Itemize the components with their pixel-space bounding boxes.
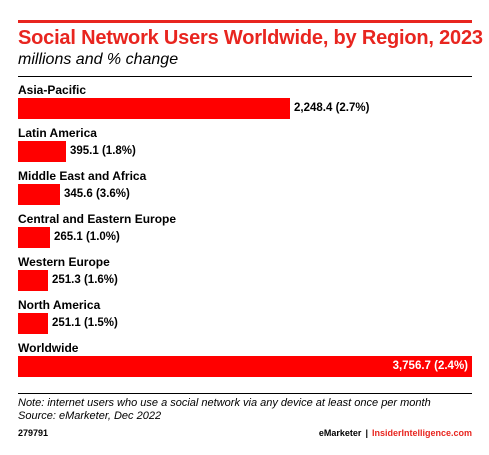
bar xyxy=(18,98,290,119)
value-label: 251.3 (1.6%) xyxy=(52,274,118,286)
header-divider xyxy=(18,76,472,77)
title-accent-rule xyxy=(18,20,472,23)
category-label: North America xyxy=(18,298,101,312)
value-label: 265.1 (1.0%) xyxy=(54,231,120,243)
footer-divider xyxy=(18,393,472,394)
chart-id: 279791 xyxy=(18,428,49,438)
value-label: 251.1 (1.5%) xyxy=(52,317,118,329)
value-label: 395.1 (1.8%) xyxy=(70,145,136,157)
footnote: Note: internet users who use a social ne… xyxy=(18,397,431,423)
brand-footer: eMarketer | InsiderIntelligence.com xyxy=(319,428,472,438)
category-label: Middle East and Africa xyxy=(18,169,147,183)
brand-emarketer: eMarketer xyxy=(318,428,362,438)
category-label: Western Europe xyxy=(18,255,110,269)
category-label: Central and Eastern Europe xyxy=(18,212,177,226)
value-label: 2,248.4 (2.7%) xyxy=(294,102,370,114)
footnote-note: Note: internet users who use a social ne… xyxy=(18,397,431,409)
brand-separator: | xyxy=(365,428,368,438)
chart-title: Social Network Users Worldwide, by Regio… xyxy=(18,27,483,49)
bar xyxy=(18,227,50,248)
bar xyxy=(18,184,60,205)
value-label: 345.6 (3.6%) xyxy=(64,188,130,200)
category-label: Worldwide xyxy=(18,341,79,355)
value-label: 3,756.7 (2.4%) xyxy=(392,360,468,372)
bar xyxy=(18,270,48,291)
bar xyxy=(18,356,472,377)
brand-insider-intelligence[interactable]: InsiderIntelligence.com xyxy=(371,428,472,438)
bar xyxy=(18,313,48,334)
bar xyxy=(18,141,66,162)
category-label: Latin America xyxy=(18,126,97,140)
chart-subtitle: millions and % change xyxy=(18,51,179,68)
category-label: Asia-Pacific xyxy=(18,83,87,97)
footnote-source: Source: eMarketer, Dec 2022 xyxy=(18,410,162,422)
